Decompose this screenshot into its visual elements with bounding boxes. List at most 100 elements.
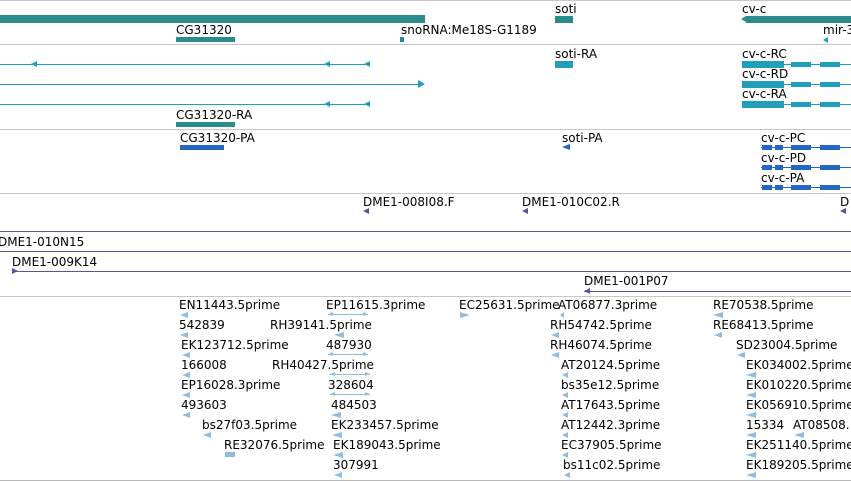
cdna-exon[interactable]: [820, 185, 840, 190]
est-feature[interactable]: [551, 352, 559, 358]
est-feature[interactable]: [330, 394, 370, 395]
est-feature[interactable]: [180, 332, 188, 338]
cdna-label-cv-c-PC[interactable]: cv-c-PC: [761, 131, 806, 145]
est-feature[interactable]: [334, 472, 342, 478]
mrna-exon[interactable]: [791, 82, 811, 87]
est-feature[interactable]: [564, 472, 570, 478]
est-feature[interactable]: [333, 452, 343, 458]
est-label[interactable]: EN11443.5prime: [179, 298, 281, 312]
est-feature[interactable]: [460, 312, 470, 318]
cdna-exon[interactable]: [762, 165, 772, 170]
est-feature[interactable]: [562, 392, 568, 398]
gene-feature-CG31320[interactable]: [176, 37, 235, 42]
bac-clone-line[interactable]: [0, 251, 851, 252]
est-label[interactable]: bs11c02.5prime: [563, 458, 661, 472]
gene-feature-soti[interactable]: [555, 16, 573, 23]
est-label[interactable]: EP16028.3prime: [181, 378, 281, 392]
cdna-exon[interactable]: [791, 145, 811, 150]
est-label[interactable]: EK010220.5prime: [746, 378, 851, 392]
est-label[interactable]: 487930: [326, 338, 372, 352]
cdna-exon[interactable]: [762, 145, 772, 150]
cdna-label-cv-c-PA[interactable]: cv-c-PA: [761, 171, 805, 185]
est-label[interactable]: 493603: [181, 398, 227, 412]
cdna-exon[interactable]: [820, 165, 840, 170]
est-label[interactable]: RH54742.5prime: [550, 318, 652, 332]
gene-feature-cv-c[interactable]: [746, 16, 851, 23]
est-feature[interactable]: [746, 452, 756, 458]
transcript-line[interactable]: [784, 84, 851, 85]
gene-label-CG31320[interactable]: CG31320: [176, 23, 232, 37]
bac-clone-line[interactable]: [584, 291, 851, 292]
cdna-exon[interactable]: [791, 185, 811, 190]
cdna-exon[interactable]: [775, 185, 783, 190]
est-label[interactable]: RE32076.5prime: [224, 438, 325, 452]
mrna-feature-soti-RA[interactable]: [555, 61, 573, 68]
est-feature[interactable]: [182, 352, 190, 358]
est-feature[interactable]: [714, 332, 722, 338]
gene-label-cv-c[interactable]: cv-c: [742, 2, 767, 16]
est-label[interactable]: 15334: [746, 418, 785, 432]
est-label[interactable]: RH40427.5prime: [272, 358, 374, 372]
transcript-line[interactable]: [0, 64, 370, 65]
est-label[interactable]: EK189043.5prime: [333, 438, 441, 452]
transcript-line[interactable]: [784, 104, 851, 105]
mrna-label-cv-c-RC[interactable]: cv-c-RC: [742, 47, 787, 61]
est-feature[interactable]: [746, 472, 756, 478]
est-feature[interactable]: [562, 452, 568, 458]
est-feature[interactable]: [562, 412, 568, 418]
mrna-label-soti-RA[interactable]: soti-RA: [555, 47, 598, 61]
mrna-exon[interactable]: [742, 61, 784, 68]
est-label[interactable]: EK189205.5prime: [746, 458, 851, 472]
cdna-label-CG31320-PA[interactable]: CG31320-PA: [180, 131, 255, 145]
gene-feature-snoRNA[interactable]: [400, 37, 404, 42]
bac-label[interactable]: DME1-008I08.F: [363, 195, 455, 209]
mrna-exon[interactable]: [820, 82, 840, 87]
est-feature[interactable]: [203, 432, 211, 438]
gene-label-soti[interactable]: soti: [555, 2, 577, 16]
est-label[interactable]: EP11615.3prime: [326, 298, 426, 312]
est-feature[interactable]: [332, 432, 342, 438]
est-feature[interactable]: [794, 432, 804, 438]
est-label[interactable]: SD23004.5prime: [736, 338, 838, 352]
bac-end-marker[interactable]: [522, 208, 528, 214]
est-label[interactable]: EC25631.5prime: [459, 298, 560, 312]
mrna-exon[interactable]: [742, 81, 784, 88]
cdna-feature-CG31320-PA[interactable]: [180, 145, 224, 150]
est-label[interactable]: AT17643.5prime: [561, 398, 661, 412]
est-label[interactable]: EK233457.5prime: [331, 418, 439, 432]
cdna-label-soti-PA[interactable]: soti-PA: [562, 131, 603, 145]
est-feature[interactable]: [225, 452, 235, 457]
bac-end-marker[interactable]: [840, 208, 846, 214]
est-feature[interactable]: [330, 374, 370, 375]
est-feature[interactable]: [560, 312, 564, 318]
est-feature[interactable]: [737, 352, 745, 358]
mrna-exon[interactable]: [742, 101, 784, 108]
est-label[interactable]: RE68413.5prime: [713, 318, 814, 332]
est-label[interactable]: EK056910.5prime: [746, 398, 851, 412]
est-label[interactable]: EK123712.5prime: [181, 338, 289, 352]
gene-feature-CG31320-extent[interactable]: [0, 15, 425, 23]
bac-clone-line[interactable]: [0, 231, 851, 232]
cdna-exon[interactable]: [791, 165, 811, 170]
est-feature[interactable]: [551, 332, 559, 338]
est-label[interactable]: 328604: [328, 378, 374, 392]
mrna-label-cv-c-RA[interactable]: cv-c-RA: [742, 87, 787, 101]
gene-label-snoRNA[interactable]: snoRNA:Me18S-G1189: [401, 23, 537, 37]
bac-label[interactable]: D: [840, 195, 850, 209]
est-feature[interactable]: [562, 432, 568, 438]
bac-end-marker[interactable]: [363, 208, 369, 214]
mrna-exon[interactable]: [791, 62, 811, 67]
bac-label[interactable]: DME1-010C02.R: [522, 195, 620, 209]
mrna-label-cv-c-RD[interactable]: cv-c-RD: [742, 67, 789, 81]
est-label[interactable]: 166008: [181, 358, 227, 372]
mrna-exon[interactable]: [820, 102, 840, 107]
bac-label[interactable]: DME1-010N15: [0, 235, 85, 249]
mrna-exon[interactable]: [791, 102, 811, 107]
est-feature[interactable]: [562, 372, 568, 378]
est-feature[interactable]: [746, 392, 756, 398]
est-feature[interactable]: [180, 312, 188, 318]
est-feature[interactable]: [713, 312, 723, 318]
est-feature[interactable]: [746, 372, 756, 378]
cdna-exon[interactable]: [820, 145, 840, 150]
cdna-exon[interactable]: [762, 185, 772, 190]
